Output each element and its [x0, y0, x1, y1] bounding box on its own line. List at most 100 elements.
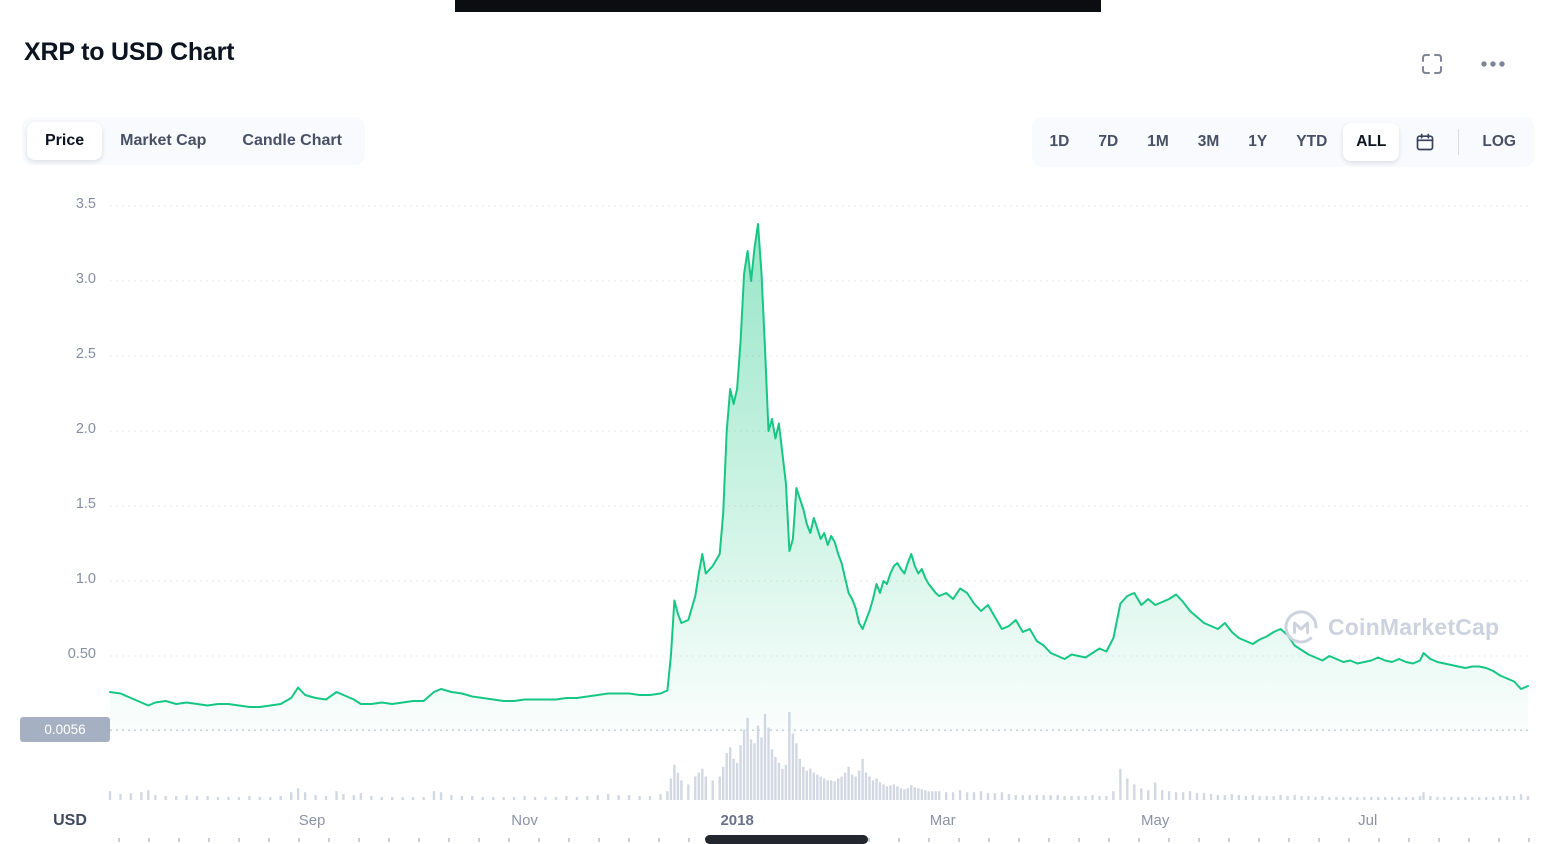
volume-bar [830, 780, 833, 800]
volume-bar [1077, 796, 1080, 800]
scrubber-tick [1438, 838, 1440, 842]
volume-bar [1314, 797, 1317, 800]
volume-bar [1464, 797, 1467, 800]
volume-bar [809, 768, 812, 800]
volume-bar [481, 797, 484, 800]
calendar-button[interactable] [1402, 122, 1448, 162]
volume-bar [770, 749, 774, 800]
price-chart-canvas[interactable] [108, 195, 1530, 800]
volume-bar [411, 797, 415, 800]
volume-bar [1105, 796, 1108, 800]
volume-bar [868, 776, 871, 800]
volume-bar [763, 714, 767, 800]
volume-bar [805, 770, 808, 800]
tab-candle-chart[interactable]: Candle Chart [224, 122, 360, 160]
volume-bar [718, 776, 721, 800]
range-1d-button[interactable]: 1D [1037, 123, 1083, 161]
x-axis-tick-label: May [1141, 812, 1170, 829]
volume-bar [290, 792, 293, 800]
volume-bar [1133, 784, 1136, 800]
volume-bar [164, 796, 167, 800]
volume-bar [694, 776, 697, 800]
scrubber-tick [1198, 838, 1200, 842]
volume-bar [1349, 797, 1352, 800]
log-scale-button[interactable]: LOG [1469, 123, 1529, 161]
volume-bar [1300, 796, 1303, 800]
scrubber-tick [418, 838, 420, 842]
volume-bar [1450, 797, 1453, 800]
scrubber-tick [1498, 838, 1500, 842]
volume-bar [833, 781, 836, 800]
volume-bar [1342, 797, 1345, 800]
volume-bar [512, 797, 516, 800]
range-all-button[interactable]: ALL [1343, 123, 1400, 161]
volume-bar [666, 791, 669, 800]
top-banner-strip [455, 0, 1101, 12]
volume-bar [979, 791, 983, 800]
volume-bar [781, 768, 784, 800]
volume-bar [1436, 797, 1439, 800]
price-line [109, 223, 1529, 708]
chart-range-scrubber[interactable] [0, 834, 1556, 844]
fullscreen-button[interactable] [1418, 50, 1446, 78]
scrubber-tick [1228, 838, 1230, 842]
volume-bar [1174, 792, 1178, 800]
volume-bar [303, 792, 307, 800]
scrubber-tick [1018, 838, 1020, 842]
volume-bar [1286, 796, 1289, 800]
volume-bar [391, 797, 394, 800]
scrubber-tick [358, 838, 360, 842]
scrubber-tick [448, 838, 450, 842]
volume-bar [1119, 768, 1122, 800]
tab-market-cap[interactable]: Market Cap [102, 122, 224, 160]
volume-bar [1418, 796, 1422, 800]
volume-bar [1526, 796, 1530, 800]
volume-bar [739, 745, 742, 800]
volume-bar [819, 776, 822, 800]
volume-bar [816, 774, 819, 800]
volume-bar [917, 788, 920, 800]
volume-bar [1397, 797, 1401, 800]
volume-bar [1404, 797, 1408, 800]
volume-bar [554, 797, 558, 800]
volume-bar [129, 793, 133, 800]
volume-bar [951, 792, 955, 800]
tab-price[interactable]: Price [27, 122, 103, 160]
volume-bar [1519, 794, 1523, 800]
range-1y-button[interactable]: 1Y [1235, 123, 1280, 161]
volume-bar [903, 789, 906, 800]
range-3m-button[interactable]: 3M [1185, 123, 1233, 161]
volume-bar [1070, 796, 1073, 800]
volume-bar [812, 772, 815, 800]
volume-bar [1363, 797, 1366, 800]
scrubber-tick [298, 838, 300, 842]
scrubber-tick [148, 838, 150, 842]
volume-bar [607, 794, 610, 800]
volume-bar [1237, 795, 1240, 800]
y-axis-unit-label: USD [53, 812, 87, 829]
volume-bar [1098, 796, 1101, 800]
volume-bar [1181, 792, 1185, 800]
volume-bar [676, 772, 680, 800]
volume-bar [1161, 790, 1164, 800]
volume-bar [227, 797, 230, 800]
range-ytd-button[interactable]: YTD [1283, 123, 1340, 161]
volume-bar [913, 787, 916, 800]
time-range-toolbar: 1D 7D 1M 3M 1Y YTD ALL LOG [1031, 117, 1534, 167]
scrollbar-thumb[interactable] [705, 835, 868, 844]
volume-bar [544, 797, 547, 800]
volume-bar [885, 786, 889, 800]
range-1m-button[interactable]: 1M [1134, 123, 1182, 161]
volume-bar [1202, 793, 1206, 800]
range-7d-button[interactable]: 7D [1085, 123, 1131, 161]
volume-bar [1216, 795, 1220, 800]
volume-bar [1429, 796, 1432, 800]
more-options-button[interactable] [1478, 58, 1508, 70]
x-axis-tick-label: Sep [298, 812, 326, 829]
volume-bar [1485, 797, 1488, 800]
volume-bar [875, 778, 878, 800]
volume-bar [1258, 796, 1261, 800]
scrubber-tick [1168, 838, 1170, 842]
volume-bar [1167, 791, 1171, 800]
